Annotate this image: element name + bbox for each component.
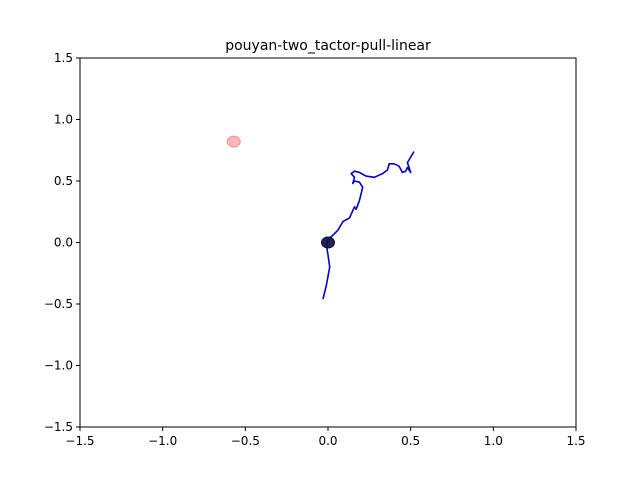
x-tick-label: −1.5 [65, 434, 94, 448]
target-marker [226, 135, 241, 148]
y-tick-label: 1.5 [54, 51, 73, 65]
x-axis: −1.5 −1.0 −0.5 0.0 0.5 1.0 1.5 [65, 427, 586, 448]
x-tick-label: 0.0 [318, 434, 337, 448]
x-tick-label: −1.0 [148, 434, 177, 448]
plot-content [226, 135, 415, 300]
chart-title: pouyan-two_tactor-pull-linear [225, 38, 431, 54]
y-tick-label: 0.5 [54, 174, 73, 188]
x-tick-label: 0.5 [401, 434, 420, 448]
y-tick-label: 0.0 [54, 236, 73, 250]
y-tick-label: −0.5 [44, 297, 73, 311]
x-tick-label: 1.0 [484, 434, 503, 448]
y-tick-label: −1.5 [44, 420, 73, 434]
x-tick-label: 1.5 [566, 434, 585, 448]
x-tick-label: −0.5 [231, 434, 260, 448]
origin-marker [321, 236, 335, 249]
y-tick-label: 1.0 [54, 113, 73, 127]
y-axis: −1.5 −1.0 −0.5 0.0 0.5 1.0 1.5 [44, 51, 80, 434]
y-tick-label: −1.0 [44, 359, 73, 373]
